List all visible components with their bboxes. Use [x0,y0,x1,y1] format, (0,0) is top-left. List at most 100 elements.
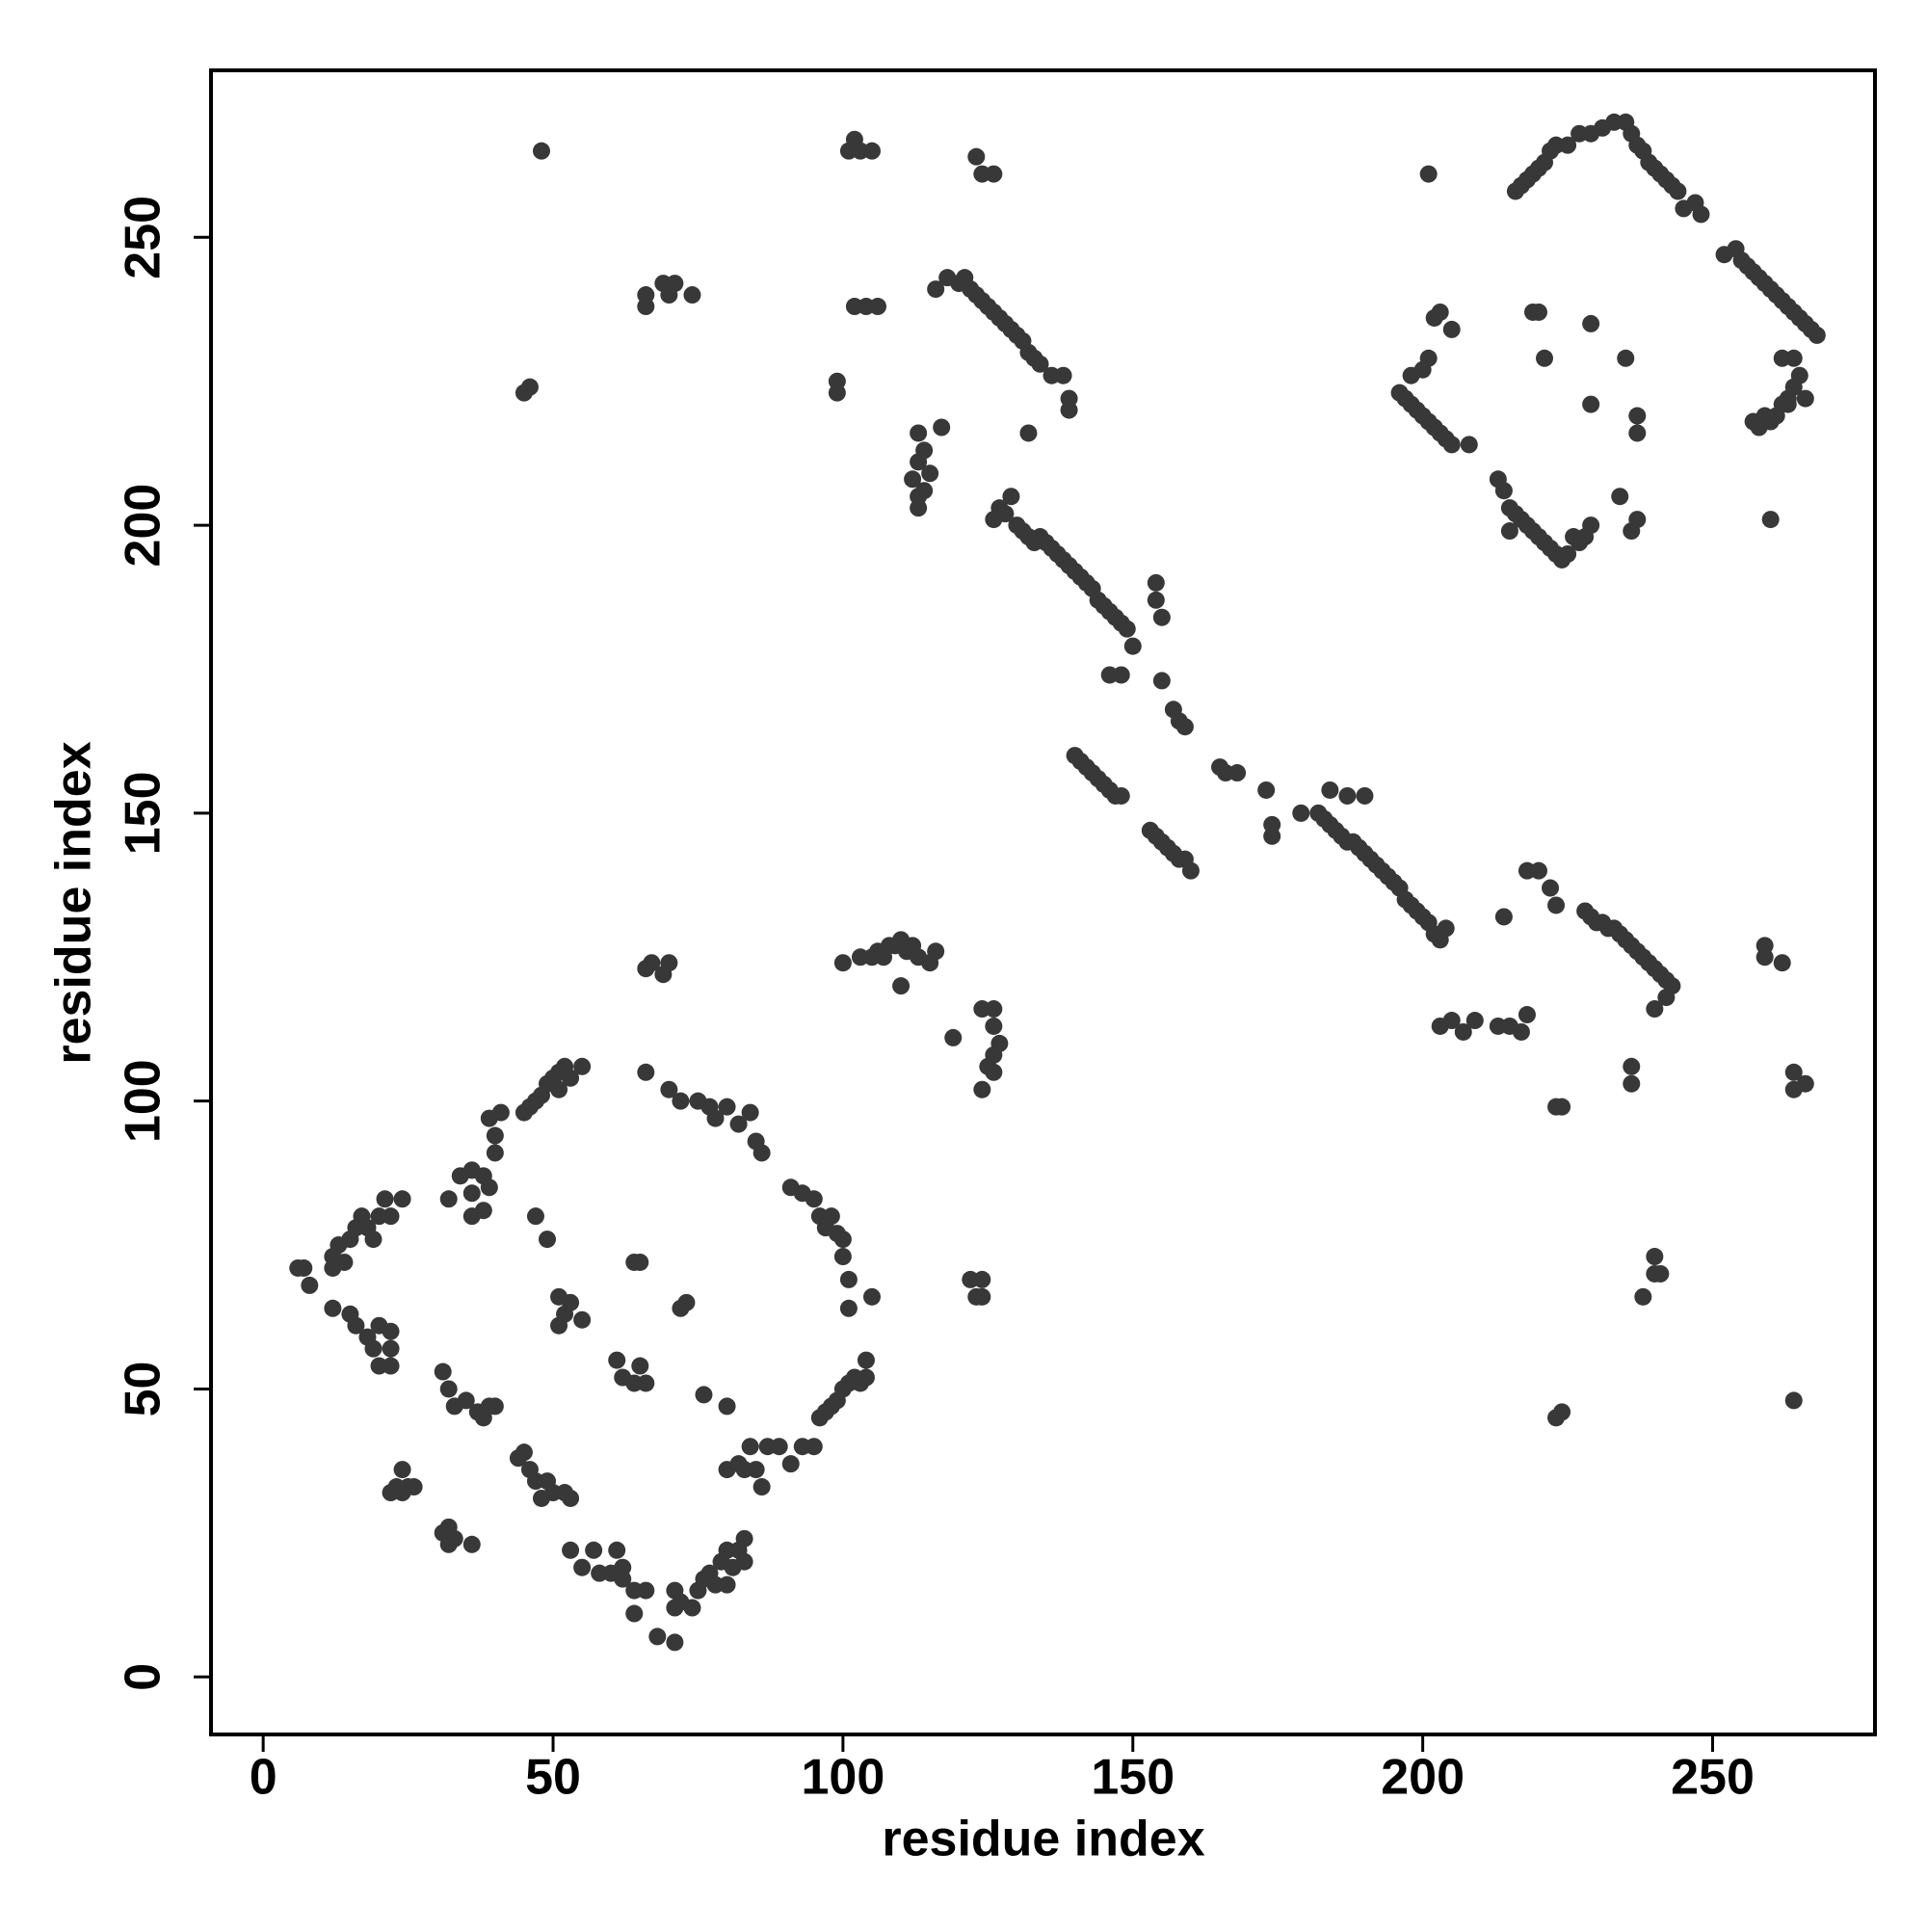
point [457,1391,475,1410]
point [631,1357,649,1375]
point [862,1287,881,1306]
point [833,954,852,972]
point [1784,1063,1803,1081]
point [562,1293,580,1311]
point [805,1438,823,1456]
point [1419,349,1438,367]
point [382,1339,400,1358]
point [672,1092,690,1110]
point [805,1190,823,1208]
point [869,298,887,316]
point [1779,395,1797,413]
plot-marks [289,113,1826,1652]
point [405,1478,423,1496]
point [1755,948,1774,966]
point [973,1270,991,1288]
point [1321,781,1339,799]
point [382,1207,400,1226]
point [1623,1057,1641,1075]
point [1669,182,1687,200]
point [1118,620,1136,638]
point [683,1599,701,1617]
point [1796,1074,1814,1093]
x-tick-label: 0 [250,1750,277,1806]
point [474,1202,492,1220]
point [706,1109,725,1127]
point [1646,1000,1664,1019]
point [439,1380,458,1398]
point [741,1103,759,1122]
point [295,1258,313,1277]
point [382,1357,400,1375]
point [486,1397,504,1416]
point [735,1529,753,1548]
point [608,1541,626,1559]
point [1454,1022,1472,1041]
point [614,1570,632,1588]
point [1494,908,1513,926]
y-tick-label: 0 [116,1663,172,1691]
point [1559,136,1577,154]
x-tick-label: 50 [525,1750,581,1806]
point [462,1184,481,1203]
point [1060,401,1078,419]
point [839,1270,858,1288]
point [1628,407,1647,425]
point [1442,436,1461,454]
point [532,142,550,160]
point [747,1461,765,1479]
point [573,1057,592,1075]
point [562,1541,580,1559]
point [718,1397,736,1416]
point [996,505,1015,523]
y-tick-label: 200 [116,484,172,568]
point [985,1000,1003,1019]
point [1582,395,1600,413]
point [585,1541,603,1559]
point [1692,205,1710,224]
point [324,1299,342,1317]
y-tick-label: 50 [116,1362,172,1417]
point [1784,1391,1803,1410]
point [637,1063,655,1081]
point [1651,1264,1670,1283]
point [904,470,922,489]
point [625,1253,644,1271]
point [1547,896,1566,914]
x-tick-label: 150 [1091,1750,1175,1806]
point [822,1207,840,1226]
point [1356,786,1374,805]
point [862,142,881,160]
point [562,1069,580,1087]
point [335,1253,354,1271]
point [985,165,1003,183]
point [967,147,986,166]
point [526,1207,544,1226]
point [833,1248,852,1266]
point [515,1443,533,1462]
point [683,286,701,304]
point [985,1017,1003,1035]
point [718,1575,736,1594]
point [857,1368,875,1387]
point [927,942,945,961]
point [1465,1012,1484,1030]
point [1784,349,1803,367]
point [648,1628,667,1646]
point [347,1316,365,1335]
point [1147,573,1165,592]
point [1582,516,1600,535]
point [364,1231,383,1249]
point [1773,954,1791,972]
point [1761,511,1780,529]
point [1790,366,1808,384]
point [550,1080,568,1098]
point [735,1552,753,1571]
point [1460,436,1478,454]
y-axis-label: residue index [46,741,102,1064]
point [550,1316,568,1335]
point [1623,522,1641,541]
point [608,1351,626,1369]
point [1292,804,1310,822]
point [752,1478,771,1496]
